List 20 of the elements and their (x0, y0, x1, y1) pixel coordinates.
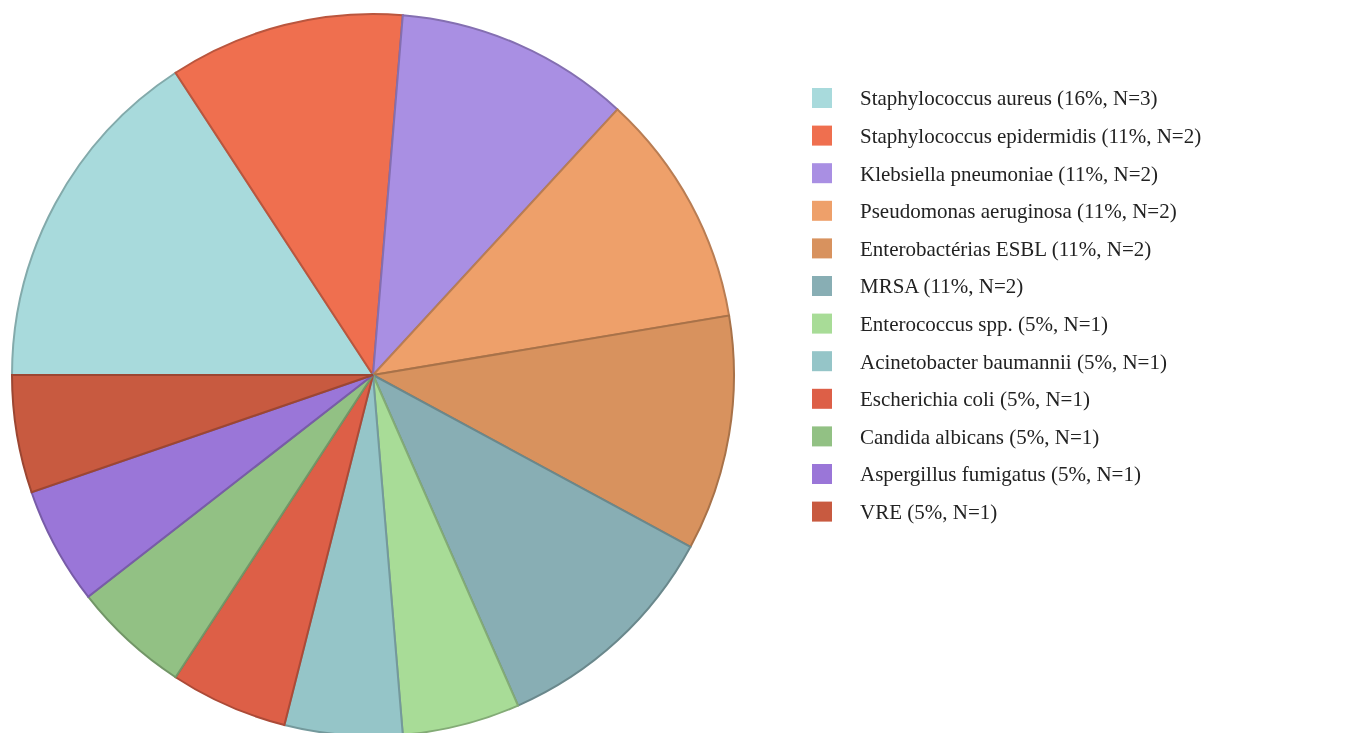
pie-slice (174, 374, 374, 726)
legend-label: Enterobactérias ESBL (11%, N=2) (860, 236, 1152, 261)
legend-label: Acinetobacter baumannii (5%, N=1) (860, 349, 1167, 374)
pie-slice (372, 108, 731, 376)
pie-slice (174, 13, 404, 376)
legend-label: Escherichia coli (5%, N=1) (860, 387, 1090, 412)
pie-slice (30, 374, 374, 598)
legend-label: Candida albicans (5%, N=1) (860, 424, 1100, 449)
legend-label: MRSA (11%, N=2) (860, 274, 1024, 299)
legend-label: Staphylococcus epidermidis (11%, N=2) (860, 123, 1202, 148)
pie-slice (11, 374, 374, 494)
legend-label: Enterococcus spp. (5%, N=1) (860, 311, 1109, 336)
pie-slice (283, 374, 404, 733)
legend-label: Staphylococcus aureus (16%, N=3) (860, 86, 1158, 111)
legend-label: Pseudomonas aeruginosa (11%, N=2) (860, 199, 1177, 224)
pie-slice (372, 14, 619, 376)
pie-slice (372, 374, 520, 733)
legend-label: Klebsiella pneumoniae (11%, N=2) (860, 161, 1158, 186)
legend-label: VRE (5%, N=1) (860, 499, 998, 524)
legend-label: Aspergillus fumigatus (5%, N=1) (860, 462, 1141, 487)
